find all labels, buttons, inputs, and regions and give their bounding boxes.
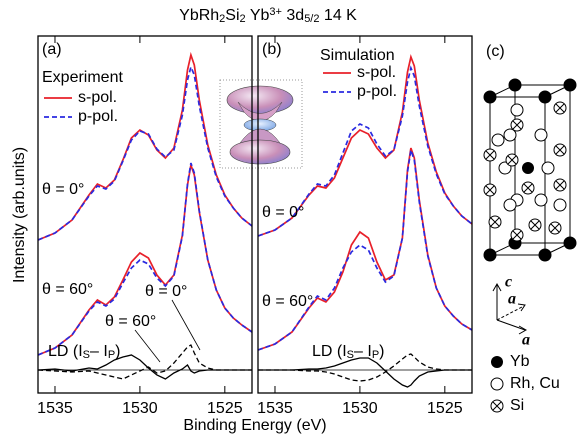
chart-title: YbRh2Si2 Yb3+ 3d5/2 14 K [179,6,357,26]
axis-name: a [508,291,516,308]
text-part: ) [115,343,120,360]
si-cross [490,217,500,227]
legend-label: Yb [510,353,530,370]
si-cross [485,150,495,160]
ld-series-label: θ = 0° [145,283,187,300]
text-part: 2 [240,13,246,25]
legend-label: p-pol. [357,83,397,100]
text-part: Si [225,7,239,24]
text-part: S [83,349,90,361]
text-part: P [108,349,115,361]
leader-line [134,329,161,363]
angle-label: θ = 0° [42,181,84,198]
si-cross [550,223,560,233]
text-part: P [372,349,379,361]
text-part: LD (I [312,343,347,360]
text-part: 3+ [269,6,282,18]
legend-label: Si [510,397,524,414]
si-cross [555,145,565,155]
axes-arrows [492,282,528,335]
text-part: 3d [282,7,304,24]
ld-line [37,354,252,380]
legend-label: s-pol. [357,64,396,81]
ld-line [258,357,472,388]
ld-label: LD (IS– IP) [312,343,384,361]
spectrum-line [37,64,253,241]
si-cross [555,103,565,113]
axis-name: c [505,274,512,291]
text-part: YbRh [179,7,219,24]
angle-label: θ = 60° [42,281,93,298]
x-tick-label: 1525 [427,400,463,417]
si-cross [512,120,522,130]
panel-label: (c) [486,43,505,60]
spectrum-line [257,54,473,237]
legend-symbol [490,377,504,391]
si-cross [555,180,565,190]
text-part: S [347,349,354,361]
x-tick-label: 1535 [37,400,73,417]
text-part: ) [379,343,384,360]
spectrum-line [257,149,473,351]
si-cross [523,183,533,193]
text-part: – I [354,343,372,360]
x-tick-label: 1535 [257,400,293,417]
legend-symbol [490,399,504,413]
legend-title: Experiment [42,69,123,86]
ld-series-label: θ = 60° [105,313,156,330]
x-axis-label: Binding Energy (eV) [183,417,326,434]
plot-frame [257,35,473,394]
x-tick-label: 1525 [207,400,243,417]
text-part: 2 [219,13,225,25]
si-atoms [483,101,567,242]
text-part: – I [90,343,108,360]
text-part: Yb [246,7,270,24]
panel-label: (b) [262,41,282,58]
x-tick-label: 1530 [342,400,378,417]
plot-frame [37,35,253,394]
spectrum-line [257,65,473,237]
angle-label: θ = 0° [262,204,304,221]
ld-line [258,353,472,382]
y-axis-label: Intensity (arb.units) [11,147,28,283]
si-cross [485,185,495,195]
legend-title: Simulation [320,47,395,64]
spectrum-line [257,147,473,351]
spectrum-line [37,162,253,356]
crystal-structure [483,78,577,262]
legend-symbol [491,356,503,368]
legend-label: p-pol. [78,108,118,125]
leader-line [171,299,201,351]
legend-label: Rh, Cu [510,375,560,392]
text-part: LD (I [48,343,83,360]
legend-label: s-pol. [78,89,117,106]
text-part: 14 K [319,7,357,24]
si-cross [530,220,540,230]
orbital-inset [219,79,303,169]
si-cross [492,401,502,411]
axis-name: a [522,332,530,349]
text-part: 5/2 [304,13,319,25]
x-tick-label: 1530 [122,400,158,417]
angle-label: θ = 60° [262,293,313,310]
si-cross [512,230,522,240]
ld-label: LD (IS– IP) [48,343,120,361]
si-cross [507,155,517,165]
panel-label: (a) [42,41,62,58]
